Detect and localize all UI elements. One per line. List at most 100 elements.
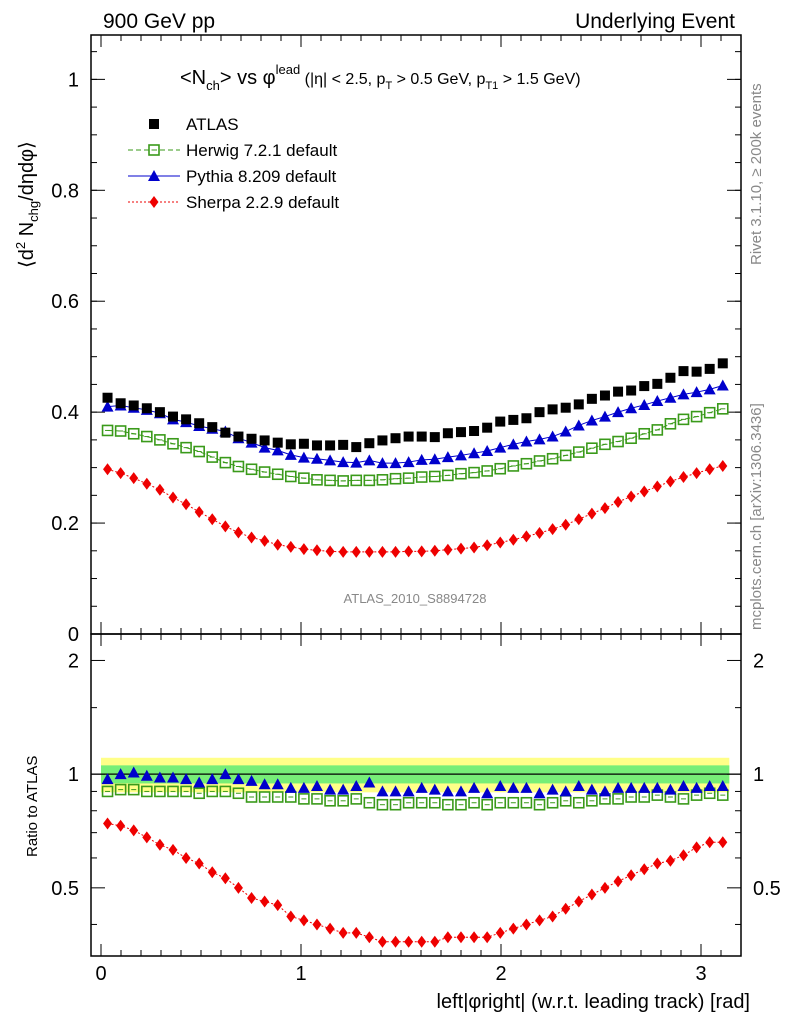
point-herwig-7-2-1-default bbox=[494, 462, 507, 475]
ratio-point-herwig-7-2-1-default bbox=[141, 785, 153, 798]
ratio-point-herwig-7-2-1-default bbox=[520, 796, 533, 809]
ratio-ylabel: Ratio to ATLAS bbox=[24, 756, 41, 857]
ratio-point-pythia-8-209-default bbox=[638, 781, 651, 793]
ratio-point-sherpa-2-2-9-default bbox=[574, 895, 584, 908]
point-herwig-7-2-1-default bbox=[350, 474, 363, 487]
point-pythia-8-209-default bbox=[572, 419, 585, 431]
point-atlas bbox=[508, 414, 519, 425]
point-herwig-7-2-1-default bbox=[651, 424, 664, 436]
ratio-point-sherpa-2-2-9-default bbox=[521, 918, 531, 931]
ratio-point-sherpa-2-2-9-default bbox=[286, 910, 296, 923]
ratio-point-sherpa-2-2-9-default bbox=[665, 854, 675, 867]
point-herwig-7-2-1-default bbox=[415, 471, 428, 483]
ratio-point-pythia-8-209-default bbox=[101, 773, 114, 785]
ratio-point-herwig-7-2-1-default bbox=[533, 798, 546, 811]
point-herwig-7-2-1-default bbox=[101, 424, 114, 437]
ratio-point-sherpa-2-2-9-default bbox=[391, 935, 401, 948]
point-sherpa-2-2-9-default bbox=[443, 543, 453, 556]
point-pythia-8-209-default bbox=[520, 435, 533, 447]
point-sherpa-2-2-9-default bbox=[482, 539, 492, 552]
ratio-point-pythia-8-209-default bbox=[376, 785, 389, 797]
ratio-point-sherpa-2-2-9-default bbox=[705, 836, 715, 849]
series-line-herwig-7-2-1-default bbox=[107, 408, 723, 482]
point-atlas bbox=[547, 404, 558, 415]
ratio-point-pythia-8-209-default bbox=[337, 783, 350, 795]
ratio-point-herwig-7-2-1-default bbox=[180, 785, 192, 798]
point-pythia-8-209-default bbox=[481, 444, 494, 456]
ratio-point-pythia-8-209-default bbox=[258, 778, 271, 790]
y-tick-label: 0.5 bbox=[51, 878, 79, 900]
ratio-point-sherpa-2-2-9-default bbox=[233, 881, 243, 894]
y-tick-label-right: 0.5 bbox=[753, 878, 781, 900]
ratio-point-pythia-8-209-default bbox=[114, 768, 127, 780]
point-atlas bbox=[207, 422, 218, 433]
point-sherpa-2-2-9-default bbox=[626, 490, 636, 503]
series-atlas bbox=[102, 358, 728, 453]
point-pythia-8-209-default bbox=[638, 398, 651, 410]
ratio-point-herwig-7-2-1-default bbox=[114, 783, 127, 796]
ratio-point-pythia-8-209-default bbox=[520, 781, 533, 793]
ratio-point-sherpa-2-2-9-default bbox=[404, 935, 414, 948]
point-herwig-7-2-1-default bbox=[389, 472, 402, 485]
legend-marker-sherpa-2-2-9-default bbox=[149, 196, 159, 208]
ratio-point-sherpa-2-2-9-default bbox=[482, 931, 492, 944]
point-herwig-7-2-1-default bbox=[559, 449, 572, 462]
point-herwig-7-2-1-default bbox=[716, 403, 729, 415]
point-sherpa-2-2-9-default bbox=[679, 471, 688, 484]
point-pythia-8-209-default bbox=[258, 441, 271, 453]
ratio-point-pythia-8-209-default bbox=[454, 785, 467, 797]
point-pythia-8-209-default bbox=[363, 454, 376, 466]
point-atlas bbox=[181, 414, 192, 425]
y-tick-label: 1 bbox=[68, 764, 79, 786]
point-pythia-8-209-default bbox=[284, 448, 297, 460]
point-sherpa-2-2-9-default bbox=[692, 467, 702, 480]
point-pythia-8-209-default bbox=[350, 456, 363, 468]
ratio-point-pythia-8-209-default bbox=[180, 773, 193, 785]
point-pythia-8-209-default bbox=[716, 379, 729, 391]
ratio-series-pythia-8-209-default bbox=[101, 766, 729, 799]
point-atlas bbox=[652, 378, 663, 389]
point-sherpa-2-2-9-default bbox=[456, 542, 466, 555]
point-sherpa-2-2-9-default bbox=[561, 518, 571, 531]
point-sherpa-2-2-9-default bbox=[260, 534, 270, 547]
point-sherpa-2-2-9-default bbox=[718, 459, 728, 472]
ratio-point-pythia-8-209-default bbox=[127, 766, 140, 778]
ratio-point-herwig-7-2-1-default bbox=[127, 783, 140, 796]
point-atlas bbox=[220, 427, 231, 438]
point-sherpa-2-2-9-default bbox=[116, 467, 126, 480]
point-sherpa-2-2-9-default bbox=[168, 491, 178, 504]
ratio-point-herwig-7-2-1-default bbox=[494, 796, 507, 809]
y-tick-label: 0.6 bbox=[51, 291, 79, 313]
point-pythia-8-209-default bbox=[337, 456, 350, 468]
ratio-point-sherpa-2-2-9-default bbox=[312, 918, 322, 931]
ratio-point-herwig-7-2-1-default bbox=[219, 785, 232, 798]
ratio-point-herwig-7-2-1-default bbox=[481, 798, 493, 811]
ratio-point-sherpa-2-2-9-default bbox=[456, 931, 466, 944]
point-atlas bbox=[246, 433, 257, 444]
legend-label-herwig-7-2-1-default: Herwig 7.2.1 default bbox=[186, 141, 337, 160]
point-pythia-8-209-default bbox=[310, 452, 323, 464]
y-tick-label: 2 bbox=[68, 650, 79, 672]
point-atlas bbox=[717, 358, 728, 369]
point-pythia-8-209-default bbox=[703, 383, 716, 395]
point-atlas bbox=[285, 439, 296, 450]
point-atlas bbox=[626, 385, 637, 396]
ratio-point-pythia-8-209-default bbox=[167, 771, 179, 783]
ratio-point-pythia-8-209-default bbox=[690, 781, 703, 793]
point-sherpa-2-2-9-default bbox=[273, 538, 283, 551]
ratio-point-pythia-8-209-default bbox=[703, 780, 716, 792]
ratio-point-pythia-8-209-default bbox=[677, 780, 690, 792]
point-atlas bbox=[416, 431, 427, 442]
point-herwig-7-2-1-default bbox=[520, 457, 533, 470]
side-label-lower: mcplots.cern.ch [arXiv:1306.3436] bbox=[748, 403, 765, 630]
point-atlas bbox=[495, 416, 506, 427]
ratio-point-herwig-7-2-1-default bbox=[311, 793, 323, 805]
point-herwig-7-2-1-default bbox=[428, 470, 441, 483]
point-pythia-8-209-default bbox=[677, 388, 690, 400]
ratio-point-herwig-7-2-1-default bbox=[546, 796, 559, 809]
side-label-upper: Rivet 3.1.10, ≥ 200k events bbox=[748, 83, 765, 265]
point-atlas bbox=[560, 402, 571, 413]
ratio-point-sherpa-2-2-9-default bbox=[718, 836, 728, 849]
ratio-point-sherpa-2-2-9-default bbox=[325, 922, 335, 935]
